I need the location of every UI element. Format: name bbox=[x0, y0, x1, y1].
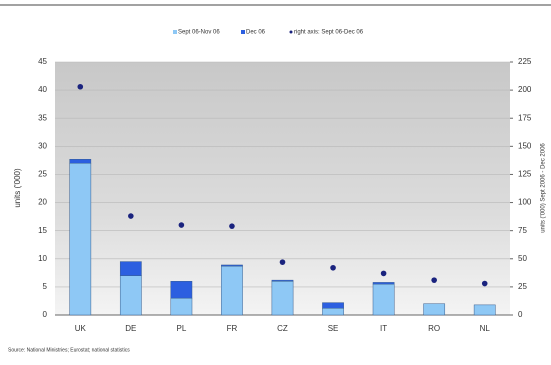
legend-swatch bbox=[289, 30, 293, 34]
source: Source: National Ministries; Eurostat; n… bbox=[8, 347, 130, 353]
y-tick-label: 30 bbox=[38, 141, 47, 150]
bar bbox=[473, 304, 496, 316]
bar bbox=[423, 303, 446, 316]
x-tick-label: FR bbox=[227, 324, 238, 333]
x-tick-label: PL bbox=[176, 324, 186, 333]
bar bbox=[221, 264, 243, 267]
y2-tick-label: 0 bbox=[518, 310, 523, 319]
x-tick-label: IT bbox=[380, 324, 387, 333]
x-tick-label: SE bbox=[328, 324, 339, 333]
legend-label: right axis: Sept 06-Dec 06 bbox=[294, 30, 364, 36]
point bbox=[229, 223, 235, 229]
bar bbox=[322, 308, 344, 316]
y-tick-label: 35 bbox=[38, 113, 47, 122]
point bbox=[481, 280, 488, 287]
y-tick-label: 10 bbox=[38, 254, 47, 263]
bar bbox=[69, 159, 92, 164]
y2-tick-label: 75 bbox=[518, 226, 527, 235]
legend-label: Dec 06 bbox=[246, 30, 266, 36]
y2-tick-label: 175 bbox=[518, 113, 532, 122]
bar bbox=[170, 281, 193, 299]
x-tick-label: NL bbox=[480, 324, 491, 333]
y2-tick-label: 50 bbox=[518, 254, 527, 263]
bar bbox=[119, 261, 142, 276]
bar bbox=[170, 297, 193, 316]
point bbox=[178, 222, 185, 228]
point bbox=[128, 213, 134, 219]
bar bbox=[271, 279, 294, 282]
y2-tick-label: 200 bbox=[518, 85, 532, 94]
bar bbox=[322, 302, 344, 309]
x-tick-label: CZ bbox=[277, 324, 288, 333]
x-tick-label: UK bbox=[75, 324, 87, 333]
y2-axis-label: units ('000) Sept 2006 - Dec 2006 bbox=[541, 143, 547, 233]
bar bbox=[119, 275, 142, 316]
y-tick-label: 20 bbox=[38, 198, 47, 207]
y2-tick-label: 25 bbox=[518, 282, 527, 291]
point bbox=[330, 264, 336, 271]
y-tick-label: 45 bbox=[38, 57, 47, 66]
y2-tick-label: 150 bbox=[518, 141, 532, 150]
y-tick-label: 5 bbox=[43, 282, 48, 291]
y2-tick-label: 100 bbox=[518, 198, 532, 207]
y-tick-label: 40 bbox=[38, 85, 47, 94]
y-axis-label: units ('000) bbox=[13, 168, 22, 208]
y-tick-label: 0 bbox=[43, 310, 48, 319]
point bbox=[77, 83, 84, 90]
legend-label: Sept 06-Nov 06 bbox=[178, 30, 220, 36]
y2-tick-label: 125 bbox=[518, 170, 532, 179]
bar bbox=[69, 162, 92, 316]
point bbox=[279, 259, 286, 265]
legend-swatch bbox=[173, 30, 177, 34]
x-tick-label: DE bbox=[125, 324, 136, 333]
bar bbox=[271, 281, 294, 316]
point bbox=[431, 277, 437, 283]
bar bbox=[372, 283, 395, 316]
bar bbox=[372, 282, 395, 285]
x-tick-label: RO bbox=[428, 324, 440, 333]
y-tick-label: 25 bbox=[38, 170, 47, 179]
legend-swatch bbox=[241, 30, 245, 34]
bar bbox=[221, 265, 243, 316]
y-tick-label: 15 bbox=[38, 226, 47, 235]
y2-tick-label: 225 bbox=[518, 57, 532, 66]
point bbox=[380, 270, 387, 277]
